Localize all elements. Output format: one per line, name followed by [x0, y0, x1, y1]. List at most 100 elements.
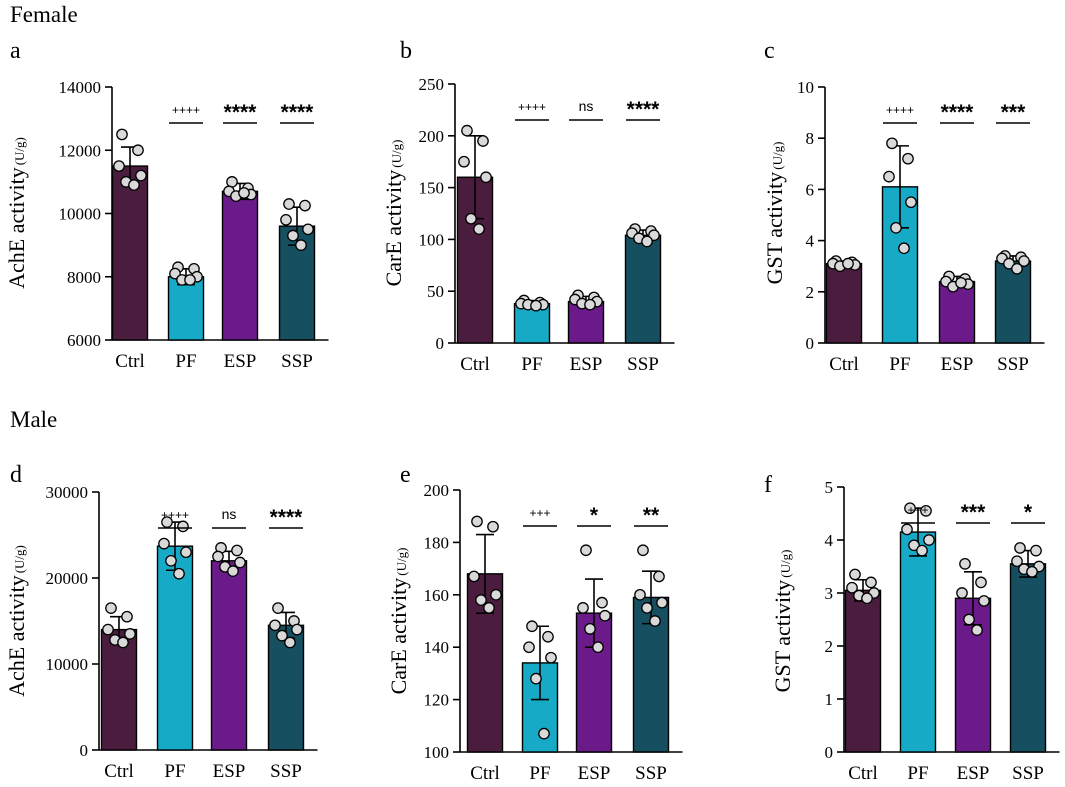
panel-c-female-gst: c GST activity (U/g) 0 2 4 6 8 10 Ctrl PF ++++ ESP… [762, 38, 1045, 375]
y-tick-label: 8 [806, 129, 815, 148]
data-point [227, 565, 239, 577]
x-tick-label: PF [529, 763, 550, 784]
data-point [846, 581, 858, 594]
significance-label: +++ [529, 506, 550, 520]
data-point [526, 620, 538, 633]
data-point [299, 199, 311, 212]
data-point [971, 624, 983, 636]
x-tick-label: SSP [997, 354, 1029, 375]
bar-pf [156, 545, 194, 751]
x-tick-label: Ctrl [104, 761, 134, 782]
data-point [226, 176, 238, 188]
y-tick-label: 5 [825, 478, 834, 497]
x-tick-label: SSP [635, 763, 667, 784]
data-point [132, 144, 144, 157]
y-tick-label: 50 [427, 282, 444, 301]
y-tick-label: 200 [419, 127, 445, 146]
data-point [599, 609, 611, 622]
data-point [656, 596, 668, 609]
x-tick-label: SSP [281, 351, 313, 372]
data-point [923, 534, 935, 546]
data-point [231, 544, 243, 557]
bar-ctrl [100, 628, 138, 751]
data-point [530, 299, 542, 312]
data-point [577, 602, 589, 614]
bar-ctrl [111, 165, 149, 341]
x-tick-label: PF [889, 354, 910, 375]
x-tick-label: Ctrl [829, 354, 859, 375]
data-point [1030, 544, 1042, 557]
data-point [477, 135, 489, 147]
y-tick-label: 0 [806, 334, 815, 353]
x-tick-label: ESP [570, 354, 603, 375]
significance-label: *** [1001, 101, 1026, 124]
data-point [487, 520, 499, 533]
data-point [596, 596, 608, 609]
y-tick-label: 2 [806, 283, 815, 302]
bar-ssp [994, 260, 1032, 344]
x-tick-label: Ctrl [460, 354, 490, 375]
data-point [461, 124, 473, 137]
significance-label: **** [270, 506, 304, 529]
significance-label: **** [281, 101, 315, 124]
data-point [483, 602, 495, 614]
data-point [165, 554, 177, 567]
y-tick-label: 10000 [46, 655, 89, 674]
data-point [584, 623, 596, 635]
data-point [901, 523, 913, 536]
y-tick-label: 0 [436, 334, 445, 353]
data-point [158, 537, 170, 550]
significance-label: ++++ [518, 100, 546, 114]
x-tick-label: ESP [213, 761, 246, 782]
panel-letter: e [400, 462, 411, 488]
y-tick-label: 180 [424, 533, 450, 552]
bar-ctrl [825, 262, 863, 344]
data-point [653, 570, 665, 583]
y-tick-label: 120 [424, 691, 450, 710]
data-point [173, 567, 185, 580]
y-tick-label: 2 [825, 637, 834, 656]
data-point [471, 515, 483, 528]
significance-label: ++++ [172, 103, 200, 117]
panel-e-male-care: e CarE activity (U/g) 100 120 140 160 180 200 C… [386, 462, 683, 784]
data-point [184, 274, 196, 286]
data-point [458, 155, 470, 168]
data-point [955, 276, 967, 289]
panel-letter: a [10, 38, 21, 64]
y-tick-label: 6000 [67, 331, 101, 350]
data-point [545, 651, 557, 664]
data-point [649, 615, 661, 627]
data-point [530, 672, 542, 685]
x-tick-label: PF [175, 351, 196, 372]
y-tick-label: 3 [825, 584, 834, 603]
data-point [904, 502, 916, 515]
y-tick-label: 14000 [59, 78, 102, 97]
data-point [956, 587, 968, 599]
data-point [1018, 255, 1030, 267]
y-tick-label: 200 [424, 481, 450, 500]
y-tick-label: 150 [419, 179, 445, 198]
data-point [269, 619, 281, 632]
y-axis-label: CarE activity (U/g) [386, 548, 411, 695]
x-tick-label: Ctrl [115, 351, 145, 372]
data-point [180, 546, 192, 559]
data-point [641, 602, 653, 614]
y-axis-label: GST activity (U/g) [770, 550, 795, 693]
data-point [287, 229, 299, 242]
x-tick-label: PF [521, 354, 542, 375]
data-point [490, 588, 502, 601]
data-point [234, 556, 246, 569]
y-axis-label-text: CarE activity [381, 170, 406, 287]
significance-label: ns [222, 506, 237, 522]
data-point [102, 623, 114, 636]
data-point [212, 550, 224, 563]
data-point [276, 629, 288, 642]
data-point [902, 152, 914, 165]
bar-esp [221, 190, 259, 341]
significance-label: * [590, 504, 599, 527]
y-tick-label: 10 [797, 78, 814, 97]
y-axis-label: CarE activity (U/g) [381, 140, 406, 287]
x-tick-label: PF [907, 763, 928, 784]
